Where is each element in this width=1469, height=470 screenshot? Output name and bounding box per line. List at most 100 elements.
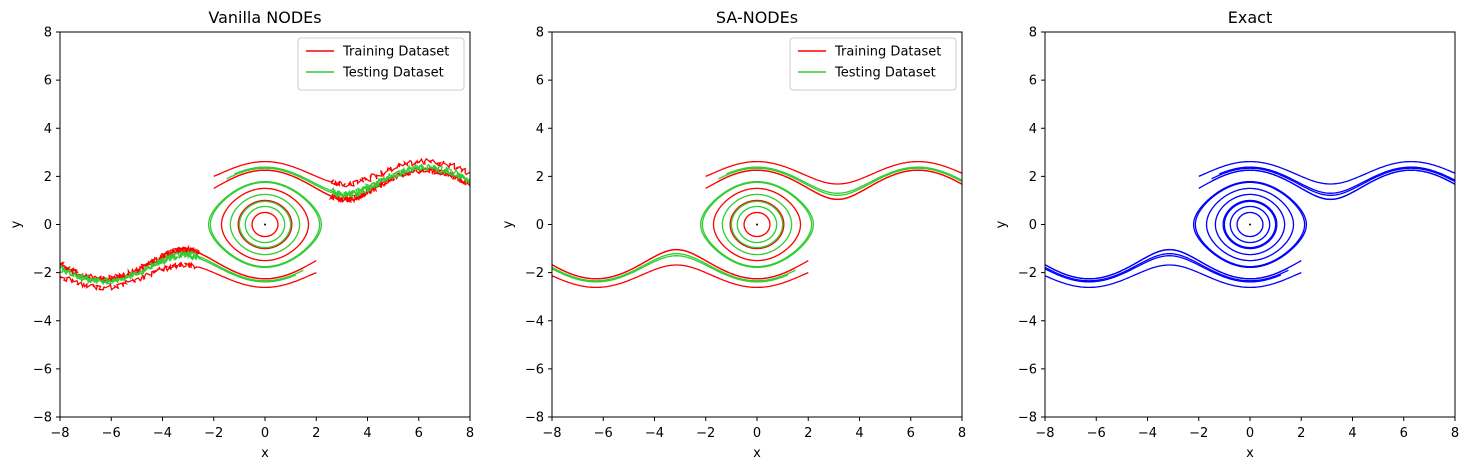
x-axis-label: x [753, 446, 761, 461]
x-tick-label: −6 [102, 426, 121, 441]
x-tick-label: 8 [958, 426, 966, 441]
y-tick-label: −4 [1018, 314, 1037, 329]
y-tick-label: 0 [536, 218, 544, 233]
y-tick-label: 8 [44, 26, 52, 41]
y-tick-label: −8 [1018, 411, 1037, 426]
chart-title: SA-NODEs [716, 8, 798, 27]
series-line-test-8 [207, 180, 323, 269]
x-tick-label: 2 [1297, 426, 1305, 441]
series-line-test-1 [229, 193, 301, 256]
y-tick-label: −2 [33, 266, 52, 281]
y-tick-label: 8 [536, 26, 544, 41]
series-line-exact-13 [1045, 253, 1289, 282]
series-line-test-1 [721, 193, 793, 256]
y-axis-label: y [994, 220, 1009, 228]
y-tick-label: −6 [33, 362, 52, 377]
legend-label: Testing Dataset [834, 66, 936, 81]
y-tick-label: 4 [536, 122, 544, 137]
series-line-exact-14 [1219, 166, 1455, 194]
series-line-test-2 [701, 181, 813, 268]
legend: Training Dataset Testing Dataset [789, 37, 957, 91]
series-line-exact-3 [1198, 160, 1455, 185]
x-tick-label: 0 [1246, 426, 1254, 441]
y-tick-label: −2 [1018, 266, 1037, 281]
x-tick-label: −8 [1035, 426, 1054, 441]
series-line-test-2 [209, 181, 321, 268]
series-line-exact-16 [1223, 200, 1277, 249]
series-line-train-2 [220, 187, 310, 262]
series-line-train-5 [60, 261, 317, 292]
x-tick-label: −6 [594, 426, 613, 441]
series-line-exact-0 [1236, 211, 1264, 238]
legend: Training Dataset Testing Dataset [297, 37, 465, 91]
chart-panel-2: −8 −6 −4 −2 0 2 4 6 8 −8 −6 −4 −2 0 2 4 6 8 Exact x y [994, 8, 1459, 461]
y-tick-label: −6 [525, 362, 544, 377]
series-line-exact-7 [1045, 248, 1302, 280]
series-line-train-0 [743, 211, 771, 238]
chart-title: Vanilla NODEs [208, 8, 321, 27]
series-line-exact-9 [1229, 205, 1271, 244]
series-line-exact-12 [1211, 167, 1455, 196]
x-tick-label: −8 [50, 426, 69, 441]
y-tick-label: 2 [44, 170, 52, 185]
series-line-exact-11 [1194, 181, 1306, 268]
x-tick-label: 4 [855, 426, 863, 441]
series-line-train-3 [213, 157, 470, 188]
legend-label: Testing Dataset [342, 66, 444, 81]
y-tick-label: −4 [525, 314, 544, 329]
series-line-train-1 [237, 199, 293, 250]
series-line-train-5 [552, 264, 809, 289]
series-line-exact-5 [1045, 264, 1302, 289]
y-tick-label: −8 [33, 411, 52, 426]
x-tick-label: −4 [1138, 426, 1157, 441]
series-line-exact-15 [1045, 255, 1282, 283]
x-tick-label: 6 [907, 426, 915, 441]
x-tick-label: 0 [261, 426, 269, 441]
y-tick-label: −4 [33, 314, 52, 329]
series-line-test-4 [552, 253, 796, 282]
fixed-point-marker [264, 223, 266, 226]
series-lines [60, 157, 470, 292]
y-tick-label: −2 [525, 266, 544, 281]
series-line-test-5 [234, 163, 470, 198]
y-tick-label: 2 [1029, 170, 1037, 185]
chart-panel-0: −8 −6 −4 −2 0 2 4 6 8 −8 −6 −4 −2 0 2 4 6 8 Vanilla NODEs x… [9, 8, 474, 461]
chart-panel-1: −8 −6 −4 −2 0 2 4 6 8 −8 −6 −4 −2 0 2 4 6 8 SA-NODEs x y Trai… [501, 8, 966, 461]
series-line-exact-17 [1192, 180, 1308, 269]
y-tick-label: 6 [536, 74, 544, 89]
series-line-test-6 [60, 251, 297, 286]
x-tick-label: 0 [753, 426, 761, 441]
x-tick-label: 4 [1348, 426, 1356, 441]
x-axis-label: x [261, 446, 269, 461]
y-tick-label: 0 [1029, 218, 1037, 233]
x-tick-label: −4 [645, 426, 664, 441]
x-tick-label: −8 [542, 426, 561, 441]
chart-title: Exact [1228, 8, 1272, 27]
series-line-exact-10 [1214, 193, 1286, 256]
x-tick-label: −2 [1189, 426, 1208, 441]
series-line-test-6 [552, 255, 789, 283]
series-line-exact-1 [1222, 199, 1278, 250]
x-tick-label: 2 [804, 426, 812, 441]
x-tick-label: 4 [363, 426, 371, 441]
series-line-train-2 [712, 187, 802, 262]
x-tick-label: −2 [204, 426, 223, 441]
legend-label: Training Dataset [342, 45, 449, 60]
y-axis-label: y [9, 220, 24, 228]
series-line-exact-8 [1198, 169, 1455, 201]
x-tick-label: 8 [1451, 426, 1459, 441]
fixed-point-marker [1249, 223, 1251, 226]
series-line-test-7 [730, 200, 784, 249]
y-tick-label: 4 [44, 122, 52, 137]
legend-label: Training Dataset [834, 45, 941, 60]
legend-box [789, 37, 957, 91]
x-axis-label: x [1246, 446, 1254, 461]
x-tick-label: −6 [1087, 426, 1106, 441]
x-tick-label: 2 [312, 426, 320, 441]
series-line-train-3 [705, 160, 962, 185]
series-line-exact-2 [1205, 187, 1295, 262]
x-tick-label: 6 [415, 426, 423, 441]
y-tick-label: 4 [1029, 122, 1037, 137]
y-tick-label: −8 [525, 411, 544, 426]
